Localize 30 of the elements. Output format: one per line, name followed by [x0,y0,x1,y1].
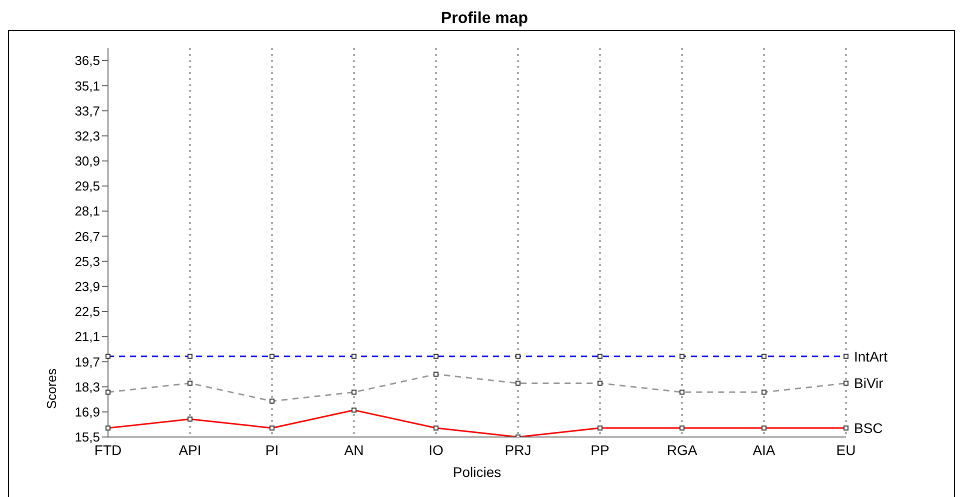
x-tick-label: PRJ [504,442,532,458]
x-tick-label: PI [265,442,279,458]
x-axis-title: Policies [452,464,502,480]
y-tick-label: 36,5 [74,53,100,68]
y-tick-label: 19,7 [74,354,100,370]
x-tick-label: AIA [752,442,776,458]
y-axis-title: Scores [44,368,59,409]
series-label: BSC [854,420,883,436]
x-tick-label: AN [344,442,364,458]
y-tick-label: 30,9 [74,154,100,169]
x-tick-label: IO [428,442,444,458]
y-tick-label: 22,5 [74,304,100,320]
y-tick-label: 26,7 [74,228,100,244]
x-tick-label: RGA [666,442,698,458]
series-label: BiVir [854,375,884,392]
series-label: IntArt [854,348,888,364]
y-tick-label: 33,7 [74,103,100,118]
y-tick-label: 29,5 [74,178,100,194]
x-tick-label: EU [836,442,856,458]
y-tick-label: 18,3 [74,379,100,394]
y-tick-label: 16,9 [74,404,100,420]
y-tick-label: 25,3 [74,254,100,269]
y-tick-label: 35,1 [74,78,100,94]
x-tick-label: API [178,442,202,458]
y-tick-label: 32,3 [74,128,100,144]
y-tick-label: 28,1 [74,204,100,219]
y-tick-label: 23,9 [74,279,100,294]
x-tick-label: PP [590,442,610,458]
chart-title: Profile map [440,10,530,28]
y-tick-label: 21,1 [74,329,100,344]
